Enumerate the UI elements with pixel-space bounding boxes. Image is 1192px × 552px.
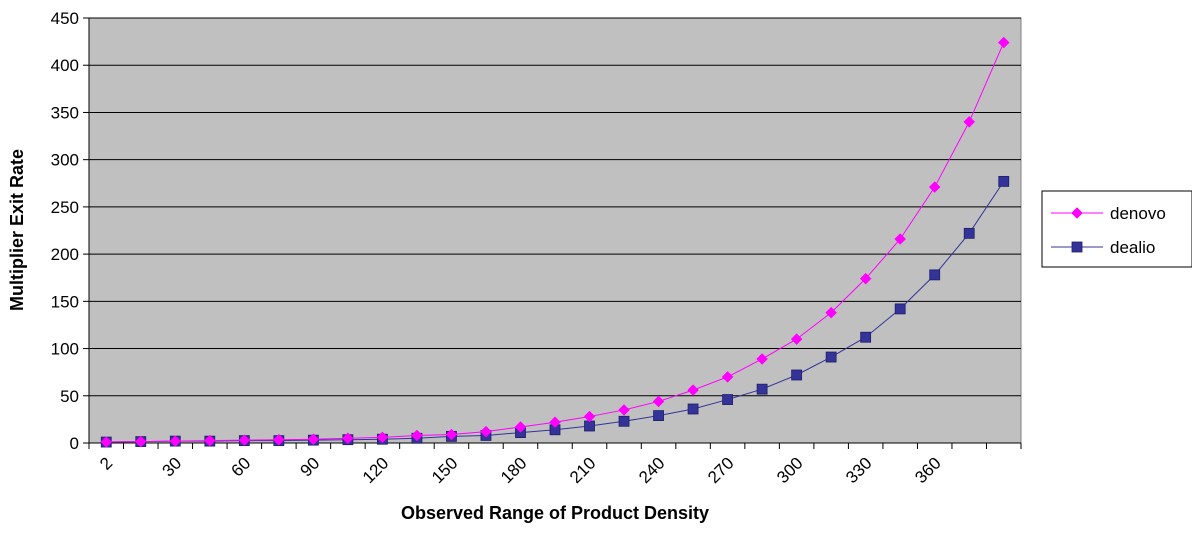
y-tick-label: 150 — [51, 292, 79, 311]
data-point-denovo — [480, 425, 492, 438]
legend-item-dealio: dealio — [1051, 238, 1155, 257]
data-point-denovo — [238, 434, 251, 447]
series-layer — [100, 36, 1010, 448]
data-point-denovo — [203, 434, 216, 447]
data-point-dealio — [825, 351, 837, 363]
y-axis-title: Multiplier Exit Rate — [7, 149, 27, 311]
x-tick-labels: 2 30 60 90 120 150 180 210 240 270 300 330 360 — [96, 454, 945, 487]
legend-label: dealio — [1110, 238, 1155, 257]
x-tick-label: 270 — [704, 454, 737, 487]
legend-label: denovo — [1110, 204, 1166, 223]
x-axis-title: Observed Range of Product Density — [401, 503, 709, 523]
x-tick-label: 240 — [635, 454, 668, 487]
data-point-denovo — [618, 404, 630, 416]
data-point-dealio — [687, 403, 699, 415]
data-point-dealio — [929, 269, 941, 281]
data-point-denovo — [825, 306, 838, 319]
data-point-dealio — [963, 227, 975, 239]
y-tick-label: 0 — [70, 434, 79, 453]
data-point-dealio — [894, 303, 906, 315]
legend-box — [1041, 190, 1192, 268]
y-tick-label: 350 — [51, 103, 79, 122]
data-point-denovo — [307, 433, 320, 446]
data-point-dealio — [584, 420, 595, 432]
data-point-denovo — [721, 371, 734, 383]
data-point-denovo — [411, 429, 423, 442]
data-point-dealio — [653, 410, 664, 422]
data-point-dealio — [860, 331, 872, 343]
y-tick-labels: 0 50 100 150 200 250 300 350 400 450 — [51, 9, 79, 453]
data-point-denovo — [583, 410, 596, 423]
x-tick-label: 90 — [297, 454, 324, 481]
y-tick-label: 100 — [51, 340, 79, 359]
data-point-denovo — [790, 333, 803, 345]
x-tick-label: 2 — [96, 454, 116, 474]
data-point-denovo — [894, 233, 907, 245]
data-point-denovo — [549, 416, 561, 429]
x-tick-label: 210 — [566, 454, 599, 487]
x-tick-label: 180 — [497, 454, 530, 487]
data-point-denovo — [445, 428, 458, 441]
data-point-denovo — [687, 384, 699, 396]
data-point-denovo — [997, 36, 1010, 49]
x-tick-label: 120 — [359, 454, 392, 487]
data-point-denovo — [376, 431, 389, 444]
legend-item-denovo: denovo — [1051, 204, 1166, 223]
y-tick-label: 400 — [51, 56, 79, 75]
y-tick-label: 50 — [60, 387, 79, 406]
x-tick-label: 150 — [428, 454, 461, 487]
data-point-denovo — [514, 421, 527, 433]
y-tick-label: 450 — [51, 9, 79, 28]
plot-area — [88, 17, 1022, 444]
data-point-dealio — [998, 175, 1010, 187]
x-tick-label: 300 — [773, 454, 806, 487]
x-tick-label: 360 — [911, 454, 944, 487]
data-point-denovo — [134, 435, 147, 448]
series-denovo — [100, 36, 1010, 448]
data-point-denovo — [756, 353, 768, 365]
data-point-denovo — [169, 435, 182, 447]
legend-marker — [1071, 207, 1083, 219]
gridlines — [89, 17, 1021, 397]
x-tick-label: 30 — [159, 454, 186, 481]
data-point-denovo — [963, 116, 976, 128]
data-point-denovo — [272, 433, 285, 446]
x-tick-label: 330 — [842, 454, 875, 487]
data-point-dealio — [722, 394, 733, 405]
data-point-denovo — [859, 272, 872, 285]
data-point-dealio — [756, 383, 768, 395]
x-tick-label: 60 — [228, 454, 255, 481]
y-tick-label: 300 — [51, 151, 79, 170]
y-tick-label: 250 — [51, 198, 79, 217]
data-point-denovo — [100, 436, 113, 448]
data-point-denovo — [342, 432, 354, 445]
data-point-dealio — [791, 369, 803, 381]
data-point-denovo — [652, 395, 665, 408]
data-point-dealio — [618, 415, 630, 427]
legend-marker — [1071, 241, 1083, 253]
legend: denovo dealio — [1041, 190, 1192, 268]
data-point-denovo — [928, 181, 941, 193]
y-tick-label: 200 — [51, 245, 79, 264]
